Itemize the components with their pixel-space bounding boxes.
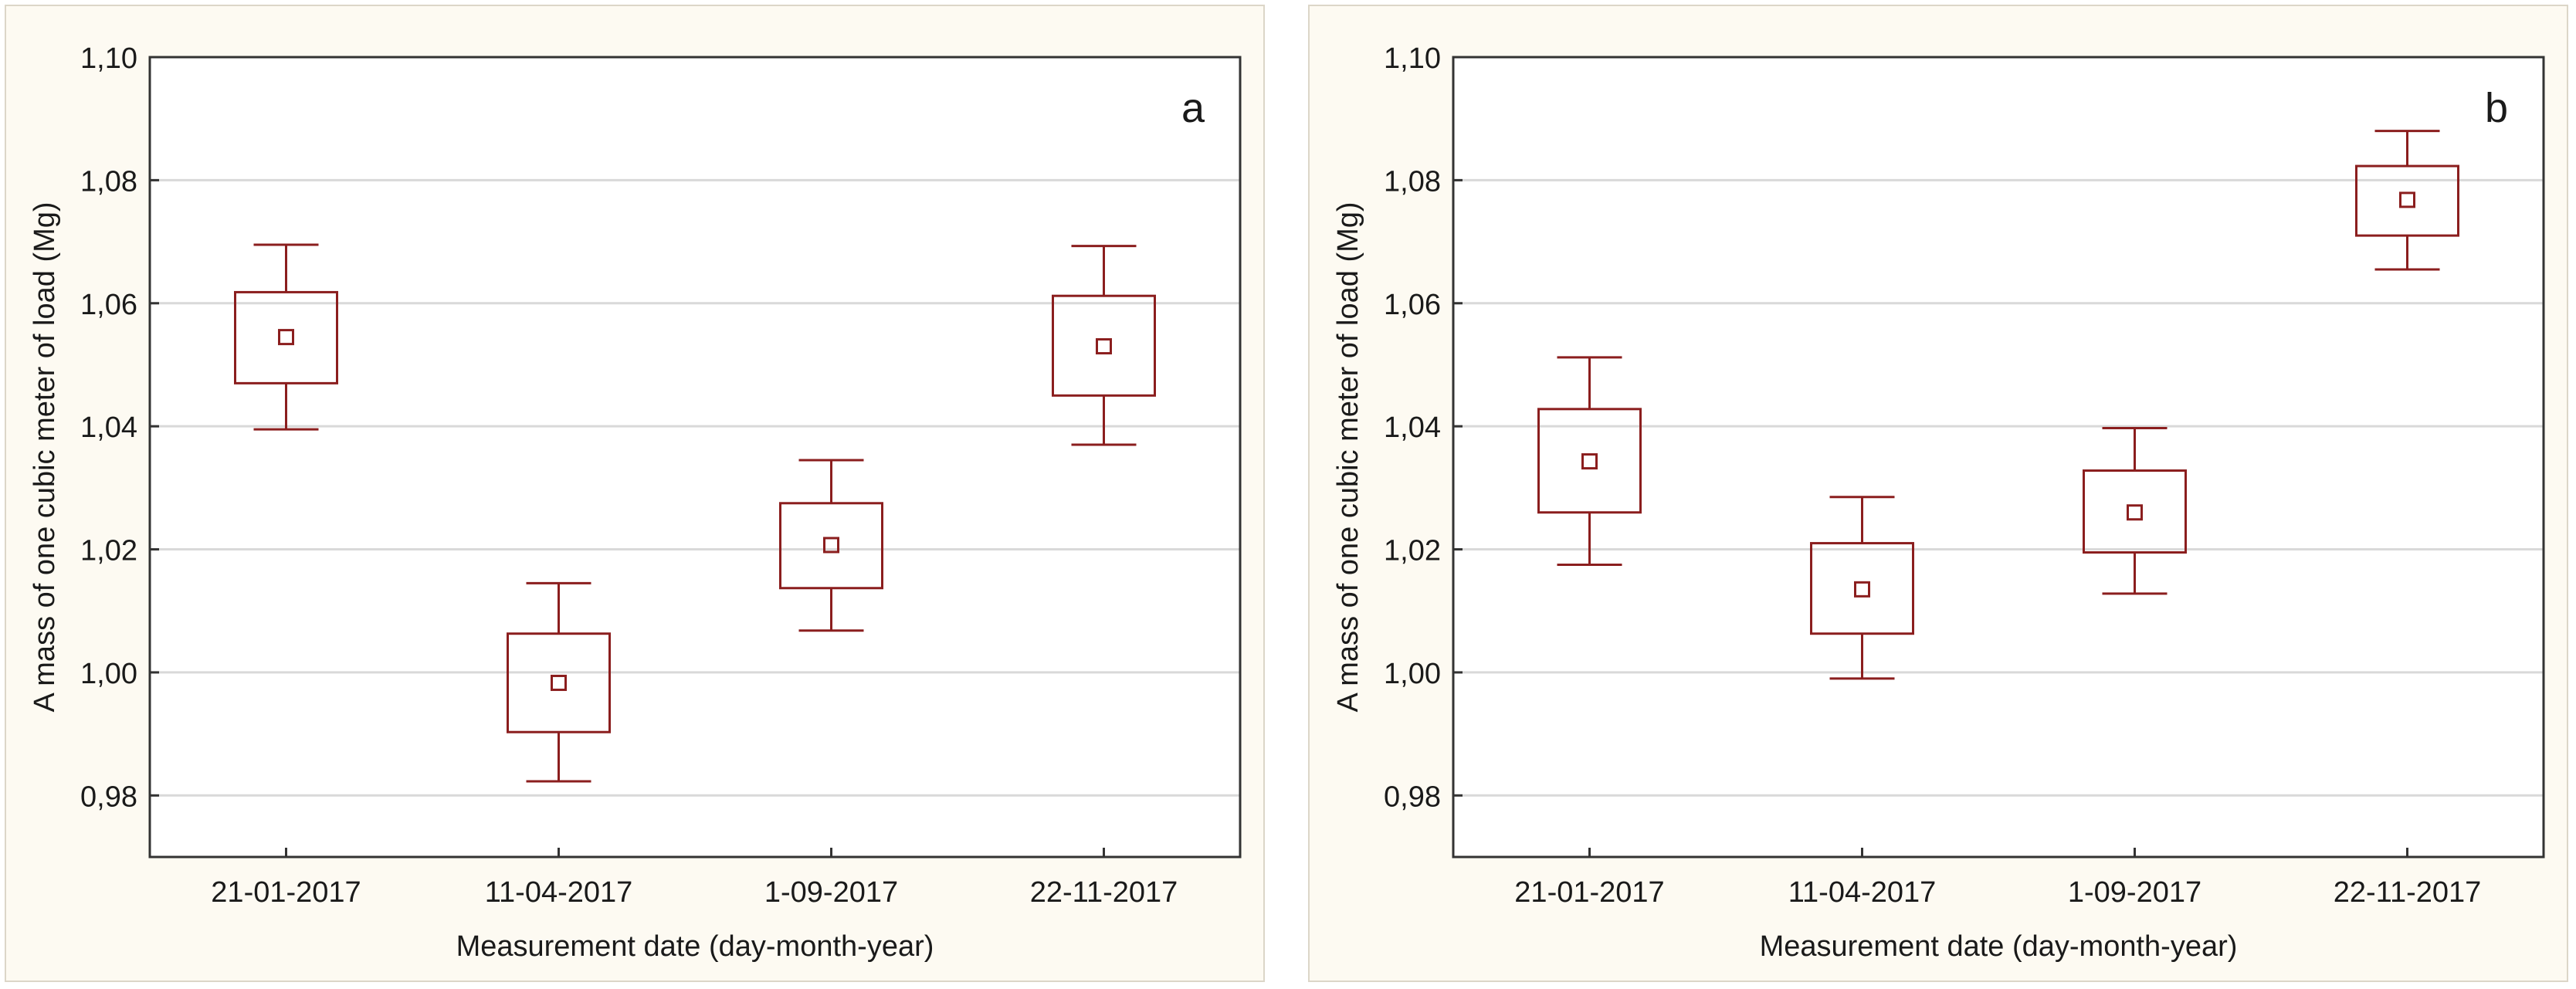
y-tick-label: 1,10	[80, 42, 137, 75]
x-tick-label: 21-01-2017	[1514, 876, 1664, 909]
x-axis-label: Measurement date (day-month-year)	[1760, 930, 2238, 963]
y-tick-label: 1,10	[1384, 42, 1441, 75]
box	[2083, 469, 2187, 554]
x-tick-label: 1-09-2017	[764, 876, 898, 909]
box	[234, 290, 338, 384]
x-tick-label: 11-04-2017	[485, 876, 633, 909]
y-tick-label: 1,08	[1384, 165, 1441, 198]
y-axis-label: A mass of one cubic meter of load (Mg)	[29, 202, 61, 712]
y-tick-label: 1,00	[80, 658, 137, 690]
y-tick-label: 1,02	[1384, 535, 1441, 567]
mean-marker	[1096, 338, 1112, 355]
y-tick-label: 1,04	[80, 412, 137, 444]
plot-frame	[148, 56, 1242, 859]
y-tick-label: 1,08	[80, 165, 137, 198]
box	[779, 502, 883, 590]
mean-marker	[278, 329, 294, 346]
box-plot-b: 0,98 1,00 1,02 1,04 1,06 1,08 1,10 21-01-2017 11…	[1332, 42, 2545, 963]
y-tick-label: 1,04	[1384, 412, 1441, 444]
x-tick-label: 22-11-2017	[2334, 876, 2482, 909]
mean-marker	[2399, 191, 2415, 208]
y-axis-label: A mass of one cubic meter of load (Mg)	[1332, 202, 1364, 712]
box	[1052, 294, 1156, 397]
mean-marker	[2127, 504, 2143, 521]
box	[1537, 408, 1642, 514]
plot-area	[150, 57, 1240, 857]
mean-marker	[823, 537, 839, 554]
y-tick-label: 1,02	[80, 535, 137, 567]
panel-label: b	[2485, 85, 2508, 131]
y-tick-label: 0,98	[80, 781, 137, 813]
x-axis-label: Measurement date (day-month-year)	[456, 930, 934, 963]
mean-marker	[1854, 581, 1870, 598]
plot-frame	[1452, 56, 2545, 859]
box	[1810, 542, 1914, 635]
y-tick-label: 0,98	[1384, 781, 1441, 813]
box-plot-a: 0,98 1,00 1,02 1,04 1,06 1,08 1,10 21-01-2017 11…	[29, 42, 1242, 963]
y-tick-label: 1,06	[1384, 289, 1441, 321]
panel-label: a	[1181, 85, 1205, 131]
y-tick-label: 1,06	[80, 289, 137, 321]
x-tick-label: 1-09-2017	[2068, 876, 2201, 909]
mean-marker	[1581, 453, 1598, 470]
x-tick-label: 11-04-2017	[1788, 876, 1937, 909]
x-tick-label: 21-01-2017	[211, 876, 361, 909]
x-tick-label: 22-11-2017	[1030, 876, 1178, 909]
chart-panel-a: 0,98 1,00 1,02 1,04 1,06 1,08 1,10 21-01-2017 11…	[5, 5, 1265, 982]
plot-area	[1453, 57, 2544, 857]
mean-marker	[551, 674, 567, 691]
box	[507, 632, 611, 733]
chart-panel-b: 0,98 1,00 1,02 1,04 1,06 1,08 1,10 21-01-2017 11…	[1308, 5, 2568, 982]
box	[2355, 164, 2459, 237]
y-tick-label: 1,00	[1384, 658, 1441, 690]
